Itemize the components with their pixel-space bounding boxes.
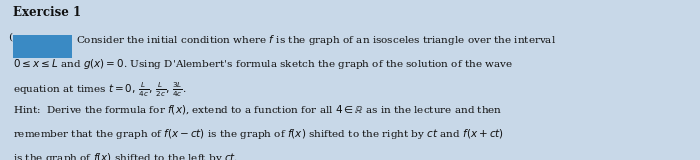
Text: Consider the initial condition where $f$ is the graph of an isosceles triangle o: Consider the initial condition where $f$… <box>76 33 556 47</box>
Text: equation at times $t = 0,\, \frac{L}{4c},\, \frac{L}{2c},\, \frac{3L}{4c}$.: equation at times $t = 0,\, \frac{L}{4c}… <box>13 81 186 99</box>
Text: (: ( <box>8 33 13 42</box>
Text: Hint:  Derive the formula for $f(x)$, extend to a function for all $4 \in \mathb: Hint: Derive the formula for $f(x)$, ext… <box>13 103 502 116</box>
Text: remember that the graph of $f(x - ct)$ is the graph of $f(x)$ shifted to the rig: remember that the graph of $f(x - ct)$ i… <box>13 127 504 141</box>
Text: is the graph of $f(x)$ shifted to the left by $ct$.: is the graph of $f(x)$ shifted to the le… <box>13 151 238 160</box>
Text: $0 \leq x \leq L$ and $g(x) = 0$. Using D'Alembert's formula sketch the graph of: $0 \leq x \leq L$ and $g(x) = 0$. Using … <box>13 57 512 71</box>
Text: Exercise 1: Exercise 1 <box>13 6 80 19</box>
Bar <box>13 35 72 58</box>
